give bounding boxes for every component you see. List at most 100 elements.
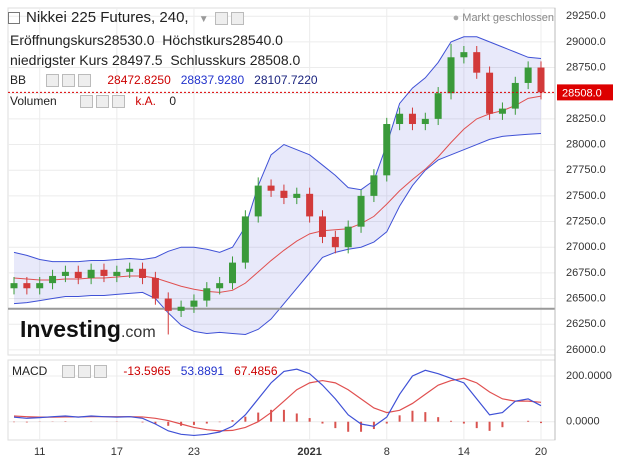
y-tick-label: 200.0000 <box>566 370 612 382</box>
settings-icon[interactable] <box>96 95 109 109</box>
y-tick-label: 26500.0 <box>566 292 606 304</box>
histogram-bar <box>192 421 195 425</box>
candle-body <box>241 216 249 263</box>
candle-body <box>10 283 18 289</box>
open-label: Eröffnungskurs <box>10 32 104 48</box>
dropdown-arrow[interactable]: ▼ <box>198 14 209 25</box>
candle-body <box>74 271 82 279</box>
histogram-bar <box>372 421 375 430</box>
histogram-bar <box>411 410 414 422</box>
histogram-bar <box>244 416 247 422</box>
macd-line <box>13 368 542 437</box>
volume-value: 0 <box>169 94 177 108</box>
histogram-bar <box>424 412 427 422</box>
candle-body <box>408 113 416 125</box>
quote-row-1: Eröffnungskurs28530.0 Höchstkurs28540.0 <box>10 32 283 48</box>
histogram-bar <box>347 421 350 432</box>
y-tick-label: 27250.0 <box>566 215 606 227</box>
y-tick-label: 27000.0 <box>566 241 606 253</box>
close-icon[interactable] <box>78 74 91 88</box>
x-tick-label: 8 <box>384 446 390 458</box>
candle-body <box>293 193 301 198</box>
candle-body <box>139 268 147 279</box>
histogram-bar <box>398 415 401 422</box>
candle-body <box>357 195 365 227</box>
candle-body <box>280 190 288 198</box>
close-label: Schlusskurs <box>170 52 246 68</box>
settings-icon[interactable] <box>78 365 91 379</box>
bollinger-upper <box>13 36 542 263</box>
candle-body <box>254 185 262 217</box>
histogram-bar <box>231 420 234 422</box>
volume-reading: k.A. <box>135 94 157 108</box>
eye-icon[interactable] <box>62 365 75 379</box>
histogram-bar <box>540 421 542 424</box>
band-fill <box>14 36 541 335</box>
y-tick-label: 28250.0 <box>566 113 606 125</box>
candle-body <box>164 298 172 311</box>
bb-reading: 28837.9280 <box>180 73 245 87</box>
macd-label: MACD <box>12 364 48 378</box>
candle-body <box>383 124 391 176</box>
y-tick-label: 29000.0 <box>566 36 606 48</box>
status: ● Markt geschlossen <box>452 12 554 24</box>
y-tick-label: 26000.0 <box>566 344 606 356</box>
histogram-bar <box>488 421 491 431</box>
close-icon[interactable] <box>112 95 125 109</box>
histogram-bar <box>385 421 388 424</box>
candle-body <box>61 271 69 276</box>
candle-body <box>344 226 352 248</box>
candle-body <box>100 269 108 276</box>
candle-body <box>36 283 44 289</box>
bb-reading: 28472.8250 <box>107 73 171 87</box>
high-label: Höchstkurs <box>162 32 233 48</box>
x-tick-label: 23 <box>188 446 200 458</box>
low-label: niedrigster Kurs <box>10 52 109 68</box>
settings-icon[interactable] <box>230 11 244 25</box>
histogram-bar <box>257 412 260 422</box>
eye-icon[interactable] <box>214 11 228 25</box>
candle-body <box>49 275 57 284</box>
candle-body <box>331 236 339 248</box>
candle-body <box>421 118 429 125</box>
candle-body <box>306 193 314 217</box>
eye-icon[interactable] <box>80 95 93 109</box>
macd-reading: 53.8891 <box>180 364 225 378</box>
eye-icon[interactable] <box>46 74 59 88</box>
title-row: Nikkei 225 Futures, 240, ▼ <box>8 9 247 26</box>
candle-body <box>267 185 275 191</box>
candle-body <box>473 52 481 73</box>
candle-body <box>87 269 95 279</box>
x-tick-label: 17 <box>111 446 123 458</box>
candle-body <box>537 67 545 93</box>
bb-row: BB 28472.8250 28837.9280 28107.7220 <box>10 73 318 88</box>
settings-icon[interactable] <box>62 74 75 88</box>
x-tick-label: 20 <box>535 446 547 458</box>
histogram-bar <box>450 420 453 422</box>
watermark: Investing.com <box>20 316 156 343</box>
quote-row-2: niedrigster Kurs 28497.5 Schlusskurs 285… <box>10 52 300 68</box>
candle-body <box>434 93 442 119</box>
collapse-icon[interactable] <box>8 12 20 25</box>
volume-row: Volumen k.A. 0 <box>10 94 177 109</box>
candle-body <box>511 82 519 109</box>
price-tag-label: 28508.0 <box>562 87 602 99</box>
close-icon[interactable] <box>94 365 107 379</box>
bb-label: BB <box>10 73 27 87</box>
histogram-bar <box>475 421 478 429</box>
histogram-bar <box>321 421 324 424</box>
histogram-bar <box>308 418 311 422</box>
candle-body <box>370 175 378 196</box>
histogram-bar <box>154 421 157 424</box>
candle-body <box>229 262 237 284</box>
candle-body <box>486 72 494 114</box>
candle-body <box>23 283 31 289</box>
histogram-bar <box>167 421 170 426</box>
candle-body <box>126 268 134 272</box>
bollinger-lower <box>13 132 542 335</box>
histogram-bar <box>25 421 28 423</box>
y-tick-label: 28000.0 <box>566 138 606 150</box>
histogram-bar <box>437 417 440 422</box>
market-status: Markt geschlossen <box>462 12 554 24</box>
